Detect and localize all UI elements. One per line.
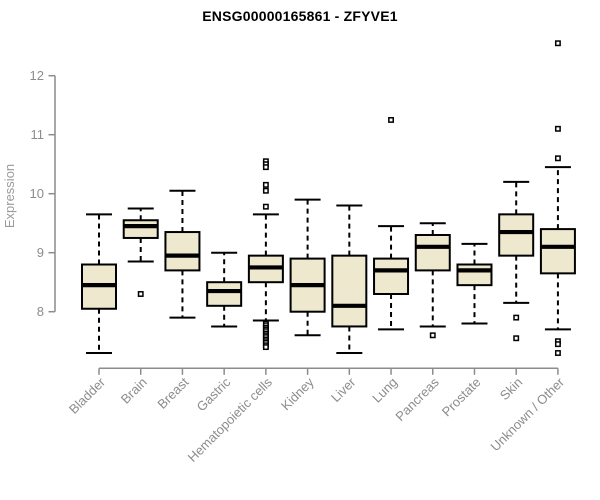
x-tick-label-liver: Liver <box>328 374 359 405</box>
chart-title: ENSG00000165861 - ZFYVE1 <box>202 8 398 24</box>
outlier-skin <box>513 335 520 342</box>
box-breast <box>164 231 201 272</box>
outlier-hematopoietic-cells <box>262 203 269 210</box>
x-tick-label-lung: Lung <box>369 375 400 406</box>
x-tick-label-breast: Breast <box>154 374 191 411</box>
outlier-hematopoietic-cells <box>262 181 269 188</box>
outlier-unknown-other <box>554 155 561 162</box>
box-pancreas <box>414 234 451 272</box>
box-unknown-other <box>539 228 576 275</box>
y-axis-title: Expression <box>2 164 17 228</box>
y-tick-label: 8 <box>37 304 44 319</box>
x-tick-label-prostate: Prostate <box>439 375 484 420</box>
outlier-pancreas <box>429 332 436 339</box>
box-skin <box>498 213 535 257</box>
box-prostate <box>456 263 493 287</box>
x-tick-label-pancreas: Pancreas <box>392 374 442 424</box>
y-tick-label: 12 <box>30 68 44 83</box>
x-tick-label-kidney: Kidney <box>278 374 317 413</box>
box-lung <box>373 257 410 296</box>
box-brain <box>122 219 159 239</box>
outlier-skin <box>513 314 520 321</box>
box-liver <box>331 254 368 328</box>
outlier-unknown-other <box>554 125 561 132</box>
outlier-lung <box>388 117 394 123</box>
outlier-hematopoietic-cells <box>262 187 269 194</box>
outlier-unknown-other <box>554 341 561 348</box>
outlier-unknown-other <box>554 350 561 356</box>
x-tick-label-unknown-other: Unknown / Other <box>487 374 567 454</box>
y-tick-label: 9 <box>37 245 44 260</box>
outlier-unknown-other <box>554 40 561 47</box>
outlier-brain <box>137 291 144 297</box>
x-tick-label-gastric: Gastric <box>194 374 234 414</box>
x-tick-label-brain: Brain <box>118 375 150 407</box>
y-tick-label: 11 <box>31 127 45 142</box>
box-gastric <box>206 281 243 307</box>
outlier-hematopoietic-cells <box>262 344 269 351</box>
x-tick-label-bladder: Bladder <box>66 374 109 417</box>
y-tick-label: 10 <box>30 186 44 201</box>
x-tick-label-skin: Skin <box>497 375 525 403</box>
outlier-hematopoietic-cells <box>262 164 269 171</box>
